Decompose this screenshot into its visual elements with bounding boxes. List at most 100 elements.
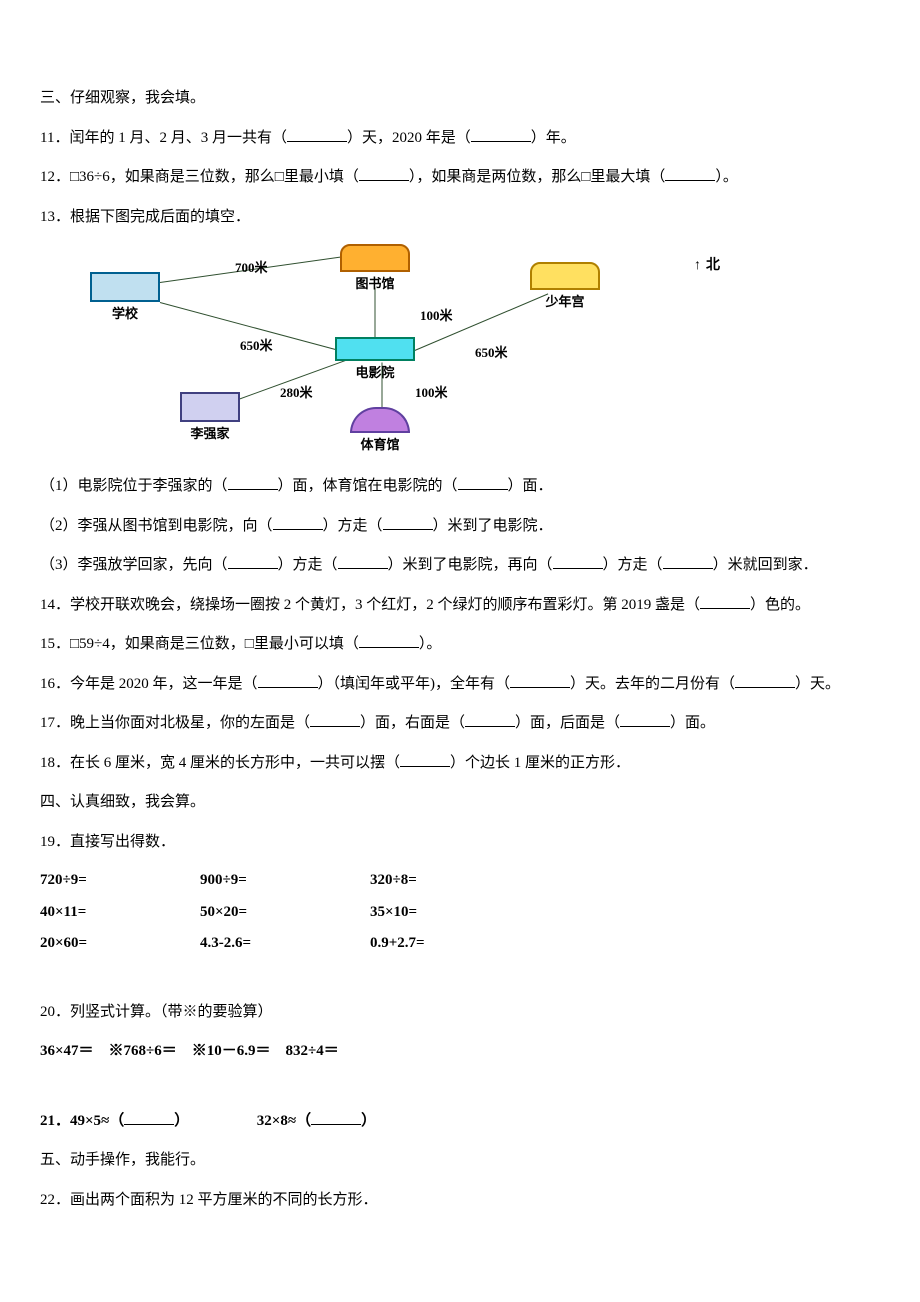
q13-1-b: ）面，体育馆在电影院的（ (278, 478, 458, 494)
q19-r1c2: 35×10= (370, 897, 550, 929)
q13-3-c: ）米到了电影院，再向（ (388, 557, 553, 573)
q11-text-c: ）年。 (531, 130, 576, 146)
q21-blank-2[interactable] (311, 1110, 361, 1125)
q13-1-c: ）面． (508, 478, 553, 494)
label-liqiang: 李强家 (190, 426, 229, 441)
q16-a: 16．今年是 2020 年，这一年是（ (40, 676, 258, 692)
q13-sub2: （2）李强从图书馆到电影院，向（ ）方走（ ）米到了电影院． (40, 508, 880, 546)
q11-text-b: ）天，2020 年是（ (347, 130, 471, 146)
q18-blank[interactable] (400, 752, 450, 767)
label-cinema: 电影院 (355, 365, 394, 380)
node-youth: 少年宫 (530, 262, 600, 309)
q19-r1c0: 40×11= (40, 897, 200, 929)
question-13-title: 13．根据下图完成后面的填空． (40, 199, 880, 237)
q16-blank-3[interactable] (735, 673, 795, 688)
q13-sub3: （3）李强放学回家，先向（ ）方走（ ）米到了电影院，再向（ ）方走（ ）米就回到家． (40, 547, 880, 585)
node-cinema: 电影院 (335, 337, 415, 380)
q13-2-blank-1[interactable] (273, 515, 323, 530)
label-school: 学校 (112, 306, 138, 321)
question-18: 18．在长 6 厘米，宽 4 厘米的长方形中，一共可以摆（ ）个边长 1 厘米的正… (40, 745, 880, 783)
node-library: 图书馆 (340, 244, 410, 291)
q13-diagram: 北 学校 图书馆 少年宫 电影院 李强家 体育馆 700米 100米 650米 … (80, 242, 720, 462)
node-liqiang: 李强家 (180, 392, 240, 441)
q19-r0c2: 320÷8= (370, 865, 550, 897)
q19-r1c1: 50×20= (200, 897, 370, 929)
q19-grid: 720÷9= 900÷9= 320÷8= 40×11= 50×20= 35×10… (40, 865, 880, 960)
q11-blank-2[interactable] (471, 127, 531, 142)
q19-r2c2: 0.9+2.7= (370, 928, 550, 960)
q17-d: ）面。 (670, 715, 715, 731)
label-library: 图书馆 (355, 276, 394, 291)
q13-sub1: （1）电影院位于李强家的（）面，体育馆在电影院的（）面． (40, 468, 880, 506)
q18-a: 18．在长 6 厘米，宽 4 厘米的长方形中，一共可以摆（ (40, 755, 400, 771)
q13-2-c: ）米到了电影院． (433, 518, 553, 534)
q13-3-a: （3）李强放学回家，先向（ (40, 557, 228, 573)
q15-b: ）。 (419, 636, 442, 652)
dist-liqiang-cinema: 280米 (280, 377, 313, 410)
q17-blank-2[interactable] (465, 712, 515, 727)
q13-3-blank-4[interactable] (663, 554, 713, 569)
q12-text-c: ）。 (715, 169, 738, 185)
node-gym: 体育馆 (350, 407, 410, 452)
q14-blank[interactable] (700, 594, 750, 609)
question-20-items: 36×47＝ ※768÷6＝ ※10－6.9＝ 832÷4＝ (40, 1033, 880, 1071)
q11-text-a: 11．闰年的 1 月、2 月、3 月一共有（ (40, 130, 287, 146)
q19-r0c1: 900÷9= (200, 865, 370, 897)
section-3-title: 三、仔细观察，我会填。 (40, 80, 880, 118)
q12-blank-1[interactable] (359, 166, 409, 181)
node-school: 学校 (90, 272, 160, 321)
q12-text-a: 12．□36÷6，如果商是三位数，那么□里最小填（ (40, 169, 359, 185)
question-15: 15．□59÷4，如果商是三位数，□里最小可以填（ ）。 (40, 626, 880, 664)
q11-blank-1[interactable] (287, 127, 347, 142)
q16-blank-2[interactable] (510, 673, 570, 688)
q18-b: ）个边长 1 厘米的正方形． (450, 755, 630, 771)
dist-gym-cinema: 100米 (415, 377, 448, 410)
q12-blank-2[interactable] (665, 166, 715, 181)
q21-gap (189, 1113, 257, 1129)
q21-a: 21．49×5≈（ (40, 1113, 124, 1129)
q13-3-b: ）方走（ (278, 557, 338, 573)
dist-school-cinema: 650米 (240, 330, 273, 363)
question-17: 17．晚上当你面对北极星，你的左面是（ ）面，右面是（ ）面，后面是（ ）面。 (40, 705, 880, 743)
q13-3-blank-1[interactable] (228, 554, 278, 569)
q19-r0c0: 720÷9= (40, 865, 200, 897)
q15-a: 15．□59÷4，如果商是三位数，□里最小可以填（ (40, 636, 359, 652)
q13-3-e: ）米就回到家． (713, 557, 818, 573)
q19-r2c0: 20×60= (40, 928, 200, 960)
question-14: 14．学校开联欢晚会，绕操场一圈按 2 个黄灯，3 个红灯，2 个绿灯的顺序布置… (40, 587, 880, 625)
q17-blank-3[interactable] (620, 712, 670, 727)
q17-a: 17．晚上当你面对北极星，你的左面是（ (40, 715, 310, 731)
q13-1-blank-1[interactable] (228, 475, 278, 490)
q21-c: 32×8≈（ (257, 1113, 311, 1129)
question-19-title: 19．直接写出得数． (40, 824, 880, 862)
section-5-title: 五、动手操作，我能行。 (40, 1142, 880, 1180)
q17-c: ）面，后面是（ (515, 715, 620, 731)
q13-1-blank-2[interactable] (458, 475, 508, 490)
q13-2-a: （2）李强从图书馆到电影院，向（ (40, 518, 273, 534)
label-gym: 体育馆 (360, 437, 399, 452)
label-youth: 少年宫 (545, 294, 584, 309)
q12-text-b: ），如果商是两位数，那么□里最大填（ (409, 169, 666, 185)
q13-3-blank-2[interactable] (338, 554, 388, 569)
dist-school-library: 700米 (235, 252, 268, 285)
question-16: 16．今年是 2020 年，这一年是（ ）（填闰年或平年)，全年有（ ）天。去年的二… (40, 666, 880, 704)
q13-3-blank-3[interactable] (553, 554, 603, 569)
q16-d: ）天。 (795, 676, 840, 692)
q17-blank-1[interactable] (310, 712, 360, 727)
north-indicator: 北 (694, 248, 720, 283)
q16-blank-1[interactable] (258, 673, 318, 688)
q16-b: ）（填闰年或平年)，全年有（ (318, 676, 511, 692)
q21-blank-1[interactable] (124, 1110, 174, 1125)
q21-b: ） (174, 1113, 189, 1129)
question-22: 22．画出两个面积为 12 平方厘米的不同的长方形． (40, 1182, 880, 1220)
q14-b: ）色的。 (750, 597, 810, 613)
question-21: 21．49×5≈（） 32×8≈（） (40, 1103, 880, 1141)
q13-3-d: ）方走（ (603, 557, 663, 573)
q16-c: ）天。去年的二月份有（ (570, 676, 735, 692)
q15-blank[interactable] (359, 633, 419, 648)
q17-b: ）面，右面是（ (360, 715, 465, 731)
q13-2-blank-2[interactable] (383, 515, 433, 530)
q13-2-b: ）方走（ (323, 518, 383, 534)
dist-youth-cinema: 650米 (475, 337, 508, 370)
question-20-title: 20．列竖式计算。（带※的要验算） (40, 994, 880, 1032)
